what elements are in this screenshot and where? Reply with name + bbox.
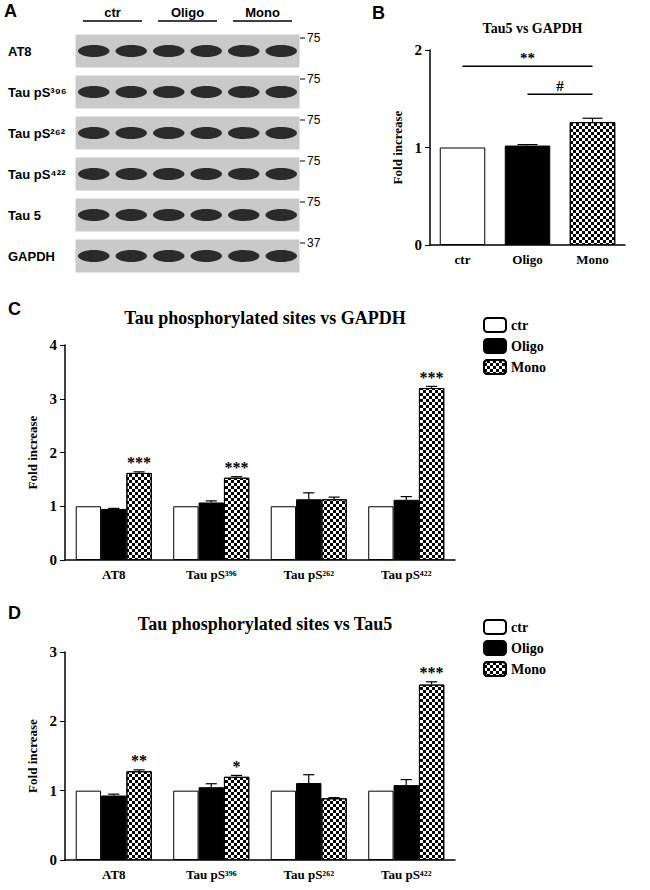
svg-text:2: 2 [415, 42, 423, 58]
svg-text:75: 75 [307, 195, 321, 209]
svg-text:37: 37 [307, 236, 321, 250]
svg-text:1: 1 [415, 140, 423, 156]
svg-text:Tau pS⁴²²: Tau pS⁴²² [381, 867, 432, 882]
svg-text:Oligo: Oligo [511, 339, 544, 354]
svg-text:*: * [233, 758, 241, 775]
svg-text:AT8: AT8 [102, 867, 126, 882]
svg-text:Tau pS²⁶²: Tau pS²⁶² [8, 126, 66, 141]
svg-text:1: 1 [50, 783, 58, 799]
svg-text:Oligo: Oligo [512, 252, 542, 267]
svg-text:3: 3 [50, 644, 58, 660]
svg-text:1: 1 [50, 498, 58, 514]
svg-text:**: ** [520, 50, 535, 66]
svg-text:***: *** [127, 454, 151, 471]
svg-text:75: 75 [307, 113, 321, 127]
svg-text:***: *** [420, 664, 444, 681]
svg-text:ctr: ctr [455, 252, 471, 267]
svg-text:4: 4 [50, 337, 58, 353]
svg-text:0: 0 [50, 852, 58, 868]
svg-text:Fold increase: Fold increase [390, 110, 405, 184]
svg-text:Mono: Mono [245, 5, 280, 20]
svg-text:Tau pS²⁶²: Tau pS²⁶² [283, 867, 334, 882]
svg-text:Tau pS³⁹⁶: Tau pS³⁹⁶ [186, 867, 237, 882]
svg-text:Tau phosphorylated sites vs GA: Tau phosphorylated sites vs GAPDH [124, 308, 405, 328]
svg-text:75: 75 [307, 154, 321, 168]
svg-text:GAPDH: GAPDH [8, 249, 55, 264]
svg-text:ctr: ctr [104, 5, 121, 20]
svg-text:**: ** [131, 752, 147, 769]
svg-text:2: 2 [50, 445, 58, 461]
svg-text:Tau phosphorylated sites vs Ta: Tau phosphorylated sites vs Tau5 [138, 614, 392, 634]
svg-text:ctr: ctr [511, 620, 528, 635]
svg-text:Tau pS⁴²²: Tau pS⁴²² [8, 167, 66, 182]
svg-text:Tau pS³⁹⁶: Tau pS³⁹⁶ [8, 85, 67, 100]
svg-text:0: 0 [50, 552, 58, 568]
svg-text:AT8: AT8 [102, 567, 126, 582]
svg-text:AT8: AT8 [8, 44, 32, 59]
svg-text:Oligo: Oligo [171, 5, 204, 20]
svg-text:75: 75 [307, 31, 321, 45]
svg-text:Fold increase: Fold increase [25, 719, 40, 793]
svg-text:75: 75 [307, 72, 321, 86]
svg-text:D: D [8, 603, 21, 623]
svg-text:Tau 5: Tau 5 [8, 208, 41, 223]
svg-text:Tau pS²⁶²: Tau pS²⁶² [283, 567, 334, 582]
svg-text:Tau pS⁴²²: Tau pS⁴²² [381, 567, 432, 582]
svg-text:Mono: Mono [511, 662, 546, 677]
svg-text:2: 2 [50, 713, 58, 729]
svg-text:3: 3 [50, 391, 58, 407]
svg-text:C: C [8, 299, 21, 319]
svg-text:0: 0 [415, 237, 423, 253]
svg-text:***: *** [225, 459, 249, 476]
svg-text:Mono: Mono [576, 252, 609, 267]
svg-text:ctr: ctr [511, 318, 528, 333]
svg-text:Tau pS³⁹⁶: Tau pS³⁹⁶ [186, 567, 237, 582]
svg-text:Oligo: Oligo [511, 641, 544, 656]
svg-text:#: # [556, 78, 564, 94]
svg-text:B: B [372, 3, 385, 23]
svg-text:***: *** [420, 369, 444, 386]
svg-text:Fold increase: Fold increase [25, 415, 40, 489]
svg-text:Mono: Mono [511, 360, 546, 375]
svg-text:A: A [4, 1, 17, 21]
svg-text:Tau5 vs GAPDH: Tau5 vs GAPDH [483, 21, 583, 36]
